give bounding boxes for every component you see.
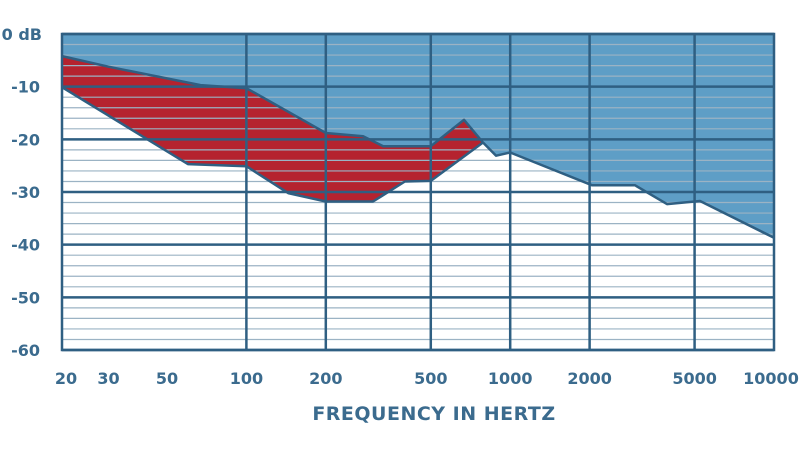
red-lower-curve [61,86,484,203]
upper-curve [61,54,484,148]
y-tick-label: -50 [11,288,40,307]
x-tick-label: 20 [55,369,77,388]
x-tick-label: 5000 [672,369,717,388]
x-tick-label: 50 [156,369,178,388]
x-tick-label: 30 [97,369,119,388]
x-tick-label: 200 [309,369,342,388]
fill-layer [62,34,774,238]
y-tick-label: -20 [11,130,40,149]
x-tick-labels: 20 30 50 100 200 500 1000 2000 5000 10000 [55,369,799,388]
curve-layer [61,54,775,239]
x-axis-title: FREQUENCY IN HERTZ [312,403,555,425]
plot-border [60,32,776,352]
y-tick-label: -60 [11,341,40,360]
blue-lower-curve [482,141,775,239]
x-tick-label: 2000 [567,369,612,388]
y-tick-label: -10 [11,78,40,97]
x-tick-label: 100 [230,369,263,388]
y-tick-label: -30 [11,183,40,202]
y-tick-labels: 0 dB -10 -20 -30 -40 -50 -60 [2,25,42,360]
x-tick-label: 1000 [488,369,533,388]
y-tick-label: -40 [11,236,40,255]
x-tick-label: 10000 [743,369,799,388]
blue-region [62,34,774,238]
x-tick-label: 500 [414,369,447,388]
y-tick-label: 0 dB [2,25,42,44]
